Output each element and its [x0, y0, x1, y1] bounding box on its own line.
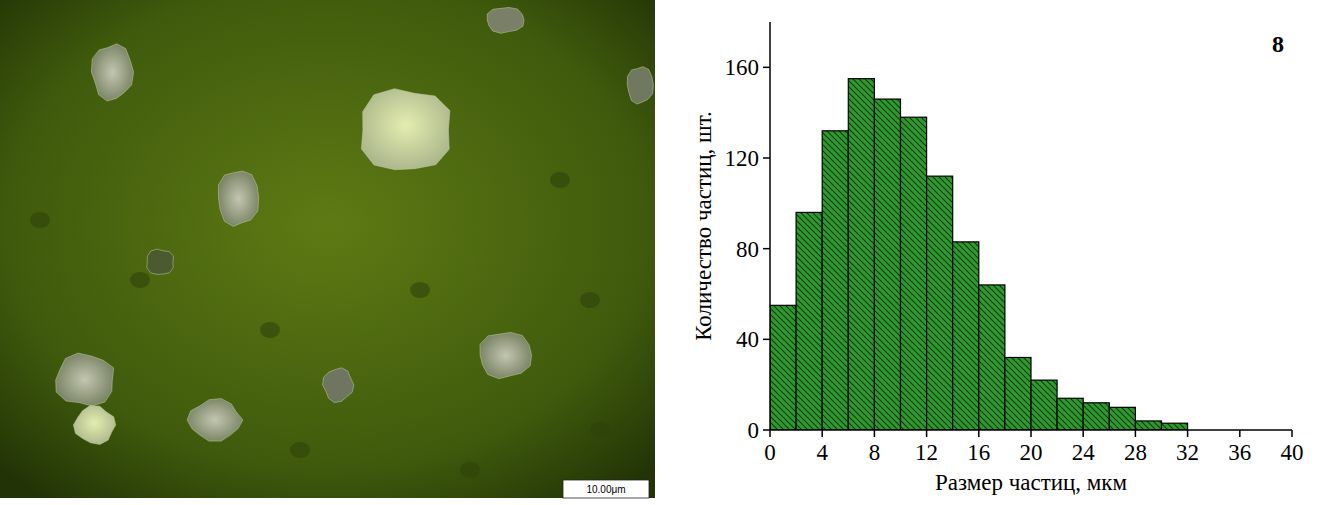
bar [822, 131, 848, 430]
y-tick-label: 40 [736, 327, 759, 352]
scale-bar-box [563, 480, 649, 498]
x-tick-label: 12 [915, 440, 938, 465]
bar [1162, 423, 1188, 430]
bar [1109, 407, 1135, 430]
x-tick-label: 36 [1228, 440, 1251, 465]
y-tick [763, 248, 770, 250]
x-tick-label: 16 [967, 440, 990, 465]
y-axis-title: Количество частиц, шт. [691, 111, 716, 341]
x-tick [1187, 430, 1189, 437]
particle [361, 89, 450, 170]
y-tick [763, 67, 770, 69]
particle [147, 249, 174, 274]
dark-spot [460, 462, 480, 478]
y-tick-label: 0 [748, 418, 760, 443]
particle [627, 67, 653, 104]
y-tick [763, 429, 770, 431]
axes: 0 40 80 120 160 0 4 8 12 16 20 24 28 32 36 40 [725, 22, 1304, 465]
x-tick-label: 4 [816, 440, 828, 465]
bar [979, 285, 1005, 430]
x-tick-label: 24 [1072, 440, 1096, 465]
bar [796, 212, 822, 430]
bar [1083, 403, 1109, 430]
bar [770, 305, 796, 430]
x-tick [821, 430, 823, 437]
micrograph-background [0, 0, 655, 498]
particle [218, 171, 258, 226]
x-axis-title: Размер частиц, мкм [935, 470, 1128, 495]
y-tick [763, 339, 770, 341]
x-tick-label: 32 [1176, 440, 1199, 465]
bar [874, 99, 900, 430]
bar [1057, 398, 1083, 430]
x-tick-label: 28 [1124, 440, 1147, 465]
bars [770, 79, 1188, 430]
bar [901, 117, 927, 430]
x-tick [1082, 430, 1084, 437]
scale-bar-label: 10.00μm [586, 484, 625, 495]
dark-spot [410, 282, 430, 298]
y-tick-label: 160 [725, 55, 760, 80]
x-tick-label: 0 [764, 440, 776, 465]
micrograph: 10.00μm [0, 0, 655, 498]
x-tick-label: 40 [1281, 440, 1304, 465]
page: 10.00μm 0 40 80 120 160 0 4 8 12 16 20 24 28 32 36 40 Раз… [0, 0, 1319, 505]
bar [1135, 421, 1161, 430]
particle [487, 7, 524, 33]
x-tick [1239, 430, 1241, 437]
panel-label: 8 [1272, 31, 1284, 57]
bar [848, 79, 874, 430]
x-tick-label: 8 [869, 440, 881, 465]
y-tick [763, 157, 770, 159]
x-tick [978, 430, 980, 437]
particle [56, 353, 114, 406]
x-tick [1030, 430, 1032, 437]
particle [73, 406, 115, 445]
y-axis [769, 22, 771, 430]
particle [187, 399, 243, 442]
x-tick [769, 430, 771, 437]
particle [480, 332, 532, 378]
x-tick [926, 430, 928, 437]
x-tick-label: 20 [1020, 440, 1043, 465]
particle [323, 368, 354, 403]
x-tick [874, 430, 876, 437]
dark-spot [580, 292, 600, 308]
x-tick [1135, 430, 1137, 437]
dark-spot [130, 272, 150, 288]
y-tick-label: 80 [736, 237, 759, 262]
dark-spot [290, 442, 310, 458]
bar [1031, 380, 1057, 430]
bar [927, 176, 953, 430]
dark-spot [30, 212, 50, 228]
bar [1005, 357, 1031, 430]
y-tick-label: 120 [725, 146, 760, 171]
particle [91, 44, 133, 101]
dark-spot [590, 422, 610, 438]
bar [953, 242, 979, 430]
dark-spot [550, 172, 570, 188]
x-tick [1291, 430, 1293, 437]
dark-spot [260, 322, 280, 338]
